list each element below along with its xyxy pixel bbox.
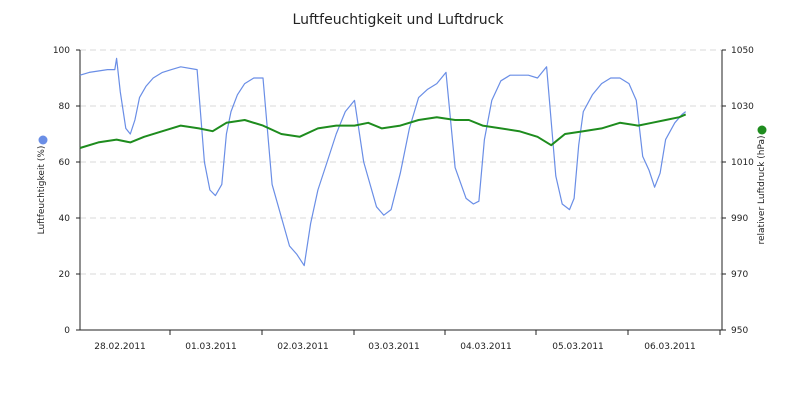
left-tick-label: 40 (59, 214, 71, 224)
left-tick-label: 0 (64, 326, 70, 336)
humidity-line (79, 57, 687, 267)
grid-lines (80, 49, 722, 275)
left-tick-label: 60 (59, 158, 71, 168)
pressure-line (79, 113, 687, 149)
pressure-series-marker (757, 125, 767, 135)
right-tick-label: 1030 (731, 102, 754, 112)
left-tick-label: 100 (53, 46, 70, 56)
x-tick-label: 04.03.2011 (460, 342, 512, 352)
right-tick-label: 950 (731, 326, 748, 336)
x-tick-label: 01.03.2011 (185, 342, 237, 352)
x-tick-label: 05.03.2011 (552, 342, 604, 352)
humidity-series-marker (38, 135, 48, 145)
right-axis-ticks: 950 970 990 1010 1030 1050 (722, 46, 754, 336)
right-tick-label: 1050 (731, 46, 754, 56)
right-tick-label: 970 (731, 270, 748, 280)
x-tick-label: 06.03.2011 (644, 342, 696, 352)
left-axis-title: Luftfeuchtigkeit (%) (37, 146, 47, 235)
x-tick-label: 03.03.2011 (368, 342, 420, 352)
x-tick-label: 02.03.2011 (277, 342, 329, 352)
series-layer (79, 57, 687, 267)
left-tick-label: 80 (59, 102, 71, 112)
x-axis-ticks: 28.02.2011 01.03.2011 02.03.2011 03.03.2011… (94, 330, 721, 352)
right-tick-label: 1010 (731, 158, 754, 168)
left-axis-ticks: 0 20 40 60 80 100 (53, 46, 80, 336)
x-tick-label: 28.02.2011 (94, 342, 146, 352)
right-axis-title: relativer Luftdruck (hPa) (757, 135, 767, 244)
chart-title: Luftfeuchtigkeit und Luftdruck (293, 12, 505, 28)
right-tick-label: 990 (731, 214, 748, 224)
left-tick-label: 20 (59, 270, 71, 280)
